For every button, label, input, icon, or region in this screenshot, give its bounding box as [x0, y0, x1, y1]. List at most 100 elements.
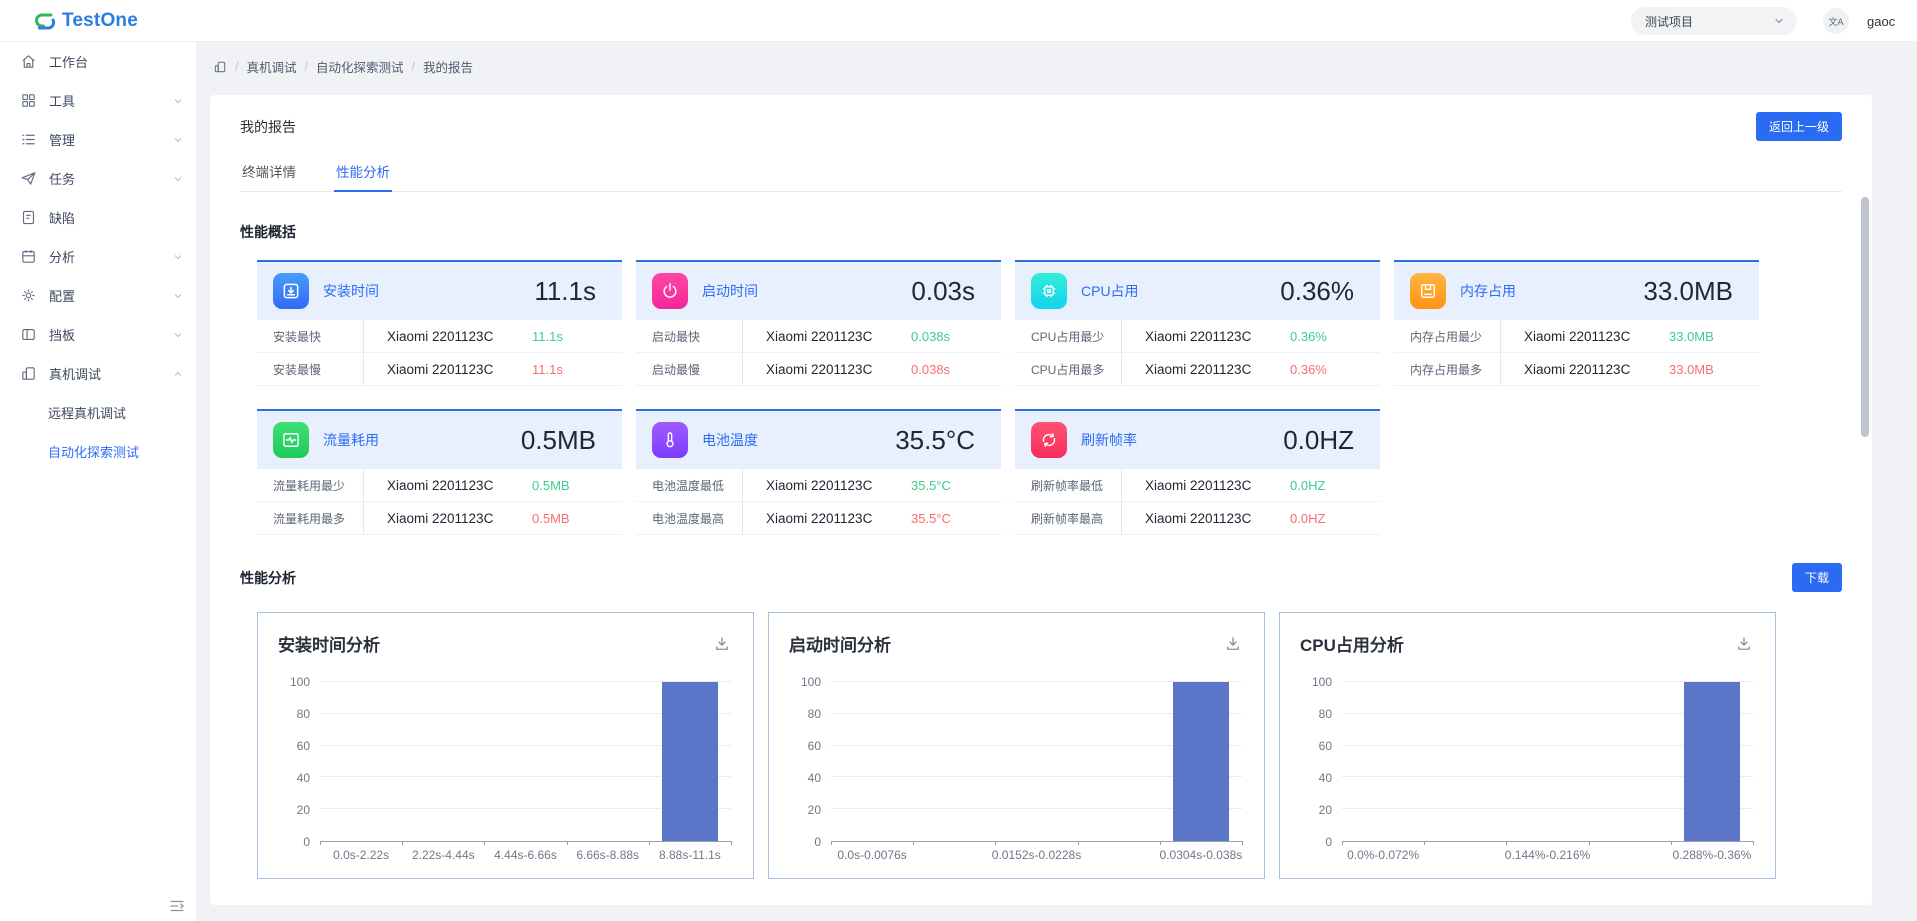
sidebar-item-label: 工具 — [49, 91, 172, 110]
download-button[interactable]: 下载 — [1792, 563, 1842, 592]
x-axis-tick-label: 0.0s-0.0076s — [837, 848, 906, 862]
device-name: Xiaomi 2201123C — [364, 329, 532, 344]
tab-performance-analysis[interactable]: 性能分析 — [334, 155, 392, 191]
x-axis-tick-label: 2.22s-4.44s — [412, 848, 475, 862]
metric-row: 流量耗用最多 Xiaomi 2201123C 0.5MB — [257, 502, 622, 535]
sidebar-subitem-label: 自动化探索测试 — [48, 442, 139, 461]
metric-row-label: 流量耗用最少 — [257, 469, 364, 501]
chart-card-cpu-usage: CPU占用分析 020406080100 0.0%-0.072%0.144%-0… — [1279, 612, 1776, 879]
sidebar-item-workbench[interactable]: 工作台 — [0, 42, 196, 81]
x-axis-tick-label: 0.288%-0.36% — [1673, 848, 1752, 862]
sidebar-item-analysis[interactable]: 分析 — [0, 237, 196, 276]
y-axis-tick-label: 40 — [1319, 771, 1332, 785]
metric-value: 35.5°C — [895, 425, 975, 456]
sidebar-subitem-auto-explore-test[interactable]: 自动化探索测试 — [0, 432, 196, 471]
chevron-down-icon — [1773, 15, 1785, 27]
refresh-icon — [1031, 422, 1067, 458]
device-name: Xiaomi 2201123C — [1122, 329, 1290, 344]
sidebar-item-tasks[interactable]: 任务 — [0, 159, 196, 198]
language-switch-icon[interactable]: 文A — [1823, 8, 1849, 34]
section-title-performance-overview: 性能概括 — [240, 222, 1842, 242]
device-name: Xiaomi 2201123C — [743, 478, 911, 493]
metric-row: 电池温度最高 Xiaomi 2201123C 35.5°C — [636, 502, 1001, 535]
page-title: 我的报告 — [240, 117, 296, 137]
sidebar-item-config[interactable]: 配置 — [0, 276, 196, 315]
chart-download-icon[interactable] — [1735, 635, 1753, 653]
logo-text: TestOne — [62, 10, 138, 32]
install-time-icon — [273, 273, 309, 309]
metric-card-battery-temperature: 电池温度 35.5°C 电池温度最低 Xiaomi 2201123C 35.5°… — [636, 409, 1001, 535]
x-axis-tick-label: 0.0s-2.22s — [333, 848, 389, 862]
sidebar-subitem-remote-debug[interactable]: 远程真机调试 — [0, 393, 196, 432]
metric-row-value: 0.0HZ — [1290, 511, 1380, 526]
tab-terminal-detail[interactable]: 终端详情 — [240, 155, 298, 191]
sidebar-item-label: 任务 — [49, 169, 172, 188]
metric-row: CPU占用最少 Xiaomi 2201123C 0.36% — [1015, 320, 1380, 353]
metric-value: 0.36% — [1280, 276, 1354, 307]
metric-card-refresh-rate: 刷新帧率 0.0HZ 刷新帧率最低 Xiaomi 2201123C 0.0HZ … — [1015, 409, 1380, 535]
traffic-icon — [273, 422, 309, 458]
metric-row-value: 0.5MB — [532, 478, 622, 493]
metric-row: 刷新帧率最低 Xiaomi 2201123C 0.0HZ — [1015, 469, 1380, 502]
chart-title: CPU占用分析 — [1300, 631, 1404, 656]
metric-row: CPU占用最多 Xiaomi 2201123C 0.36% — [1015, 353, 1380, 386]
metric-row-value: 11.1s — [532, 362, 622, 377]
back-button[interactable]: 返回上一级 — [1756, 112, 1842, 141]
device-name: Xiaomi 2201123C — [743, 511, 911, 526]
y-axis-tick-label: 100 — [290, 675, 310, 689]
metric-row-label: CPU占用最多 — [1015, 353, 1122, 385]
home-icon — [20, 53, 37, 70]
device-name: Xiaomi 2201123C — [743, 329, 911, 344]
breadcrumb-separator: / — [305, 60, 308, 74]
metric-row-label: 流量耗用最多 — [257, 502, 364, 534]
chart-download-icon[interactable] — [713, 635, 731, 653]
y-axis-tick-label: 100 — [801, 675, 821, 689]
grid-icon — [20, 92, 37, 109]
chart-download-icon[interactable] — [1224, 635, 1242, 653]
content-area: / 真机调试 / 自动化探索测试 / 我的报告 我的报告 返回上一级 终端详情 … — [197, 42, 1917, 921]
list-icon — [20, 131, 37, 148]
breadcrumb-device-icon — [213, 60, 227, 74]
y-axis-tick-label: 100 — [1312, 675, 1332, 689]
vertical-scrollbar[interactable] — [1861, 197, 1869, 437]
sidebar-item-device-debug[interactable]: 真机调试 — [0, 354, 196, 393]
device-name: Xiaomi 2201123C — [1122, 362, 1290, 377]
metric-card-memory-usage: 内存占用 33.0MB 内存占用最少 Xiaomi 2201123C 33.0M… — [1394, 260, 1759, 386]
metric-row: 启动最慢 Xiaomi 2201123C 0.038s — [636, 353, 1001, 386]
y-axis-tick-label: 0 — [1325, 835, 1332, 849]
chevron-down-icon — [172, 173, 184, 185]
breadcrumb-item[interactable]: 真机调试 — [246, 57, 296, 76]
memory-icon — [1410, 273, 1446, 309]
project-select-value: 测试项目 — [1645, 13, 1773, 30]
breadcrumb-item[interactable]: 自动化探索测试 — [316, 57, 404, 76]
metric-row-value: 11.1s — [532, 329, 622, 344]
metric-row-value: 0.5MB — [532, 511, 622, 526]
metric-row: 内存占用最少 Xiaomi 2201123C 33.0MB — [1394, 320, 1759, 353]
breadcrumb-item[interactable]: 我的报告 — [423, 57, 473, 76]
charts-row: 安装时间分析 020406080100 0.0s-2.22s2.22s-4.44… — [257, 612, 1842, 879]
chart-card-launch-time: 启动时间分析 020406080100 0.0s-0.0076s0.0152s-… — [768, 612, 1265, 879]
metric-row-label: 启动最慢 — [636, 353, 743, 385]
metric-row-label: 刷新帧率最高 — [1015, 502, 1122, 534]
metric-value: 0.0HZ — [1283, 425, 1354, 456]
metric-row-label: 内存占用最多 — [1394, 353, 1501, 385]
project-select[interactable]: 测试项目 — [1631, 7, 1797, 35]
username[interactable]: gaoc — [1867, 14, 1917, 29]
metric-row-label: 电池温度最高 — [636, 502, 743, 534]
sidebar-item-defects[interactable]: 缺陷 — [0, 198, 196, 237]
topbar: TestOne 测试项目 文A gaoc — [0, 0, 1917, 42]
metric-title: 流量耗用 — [323, 430, 521, 450]
y-axis-tick-label: 80 — [808, 707, 821, 721]
sidebar-item-label: 缺陷 — [49, 208, 184, 227]
send-icon — [20, 170, 37, 187]
sidebar-item-tools[interactable]: 工具 — [0, 81, 196, 120]
logo[interactable]: TestOne — [32, 9, 138, 33]
sidebar-item-manage[interactable]: 管理 — [0, 120, 196, 159]
sidebar-item-baffle[interactable]: 挡板 — [0, 315, 196, 354]
metric-row-label: 内存占用最少 — [1394, 320, 1501, 352]
metric-card-install-time: 安装时间 11.1s 安装最快 Xiaomi 2201123C 11.1s 安装… — [257, 260, 622, 386]
sidebar-item-label: 配置 — [49, 286, 172, 305]
sidebar-collapse-icon[interactable] — [168, 897, 186, 915]
metric-title: 内存占用 — [1460, 281, 1643, 301]
sidebar-item-label: 分析 — [49, 247, 172, 266]
